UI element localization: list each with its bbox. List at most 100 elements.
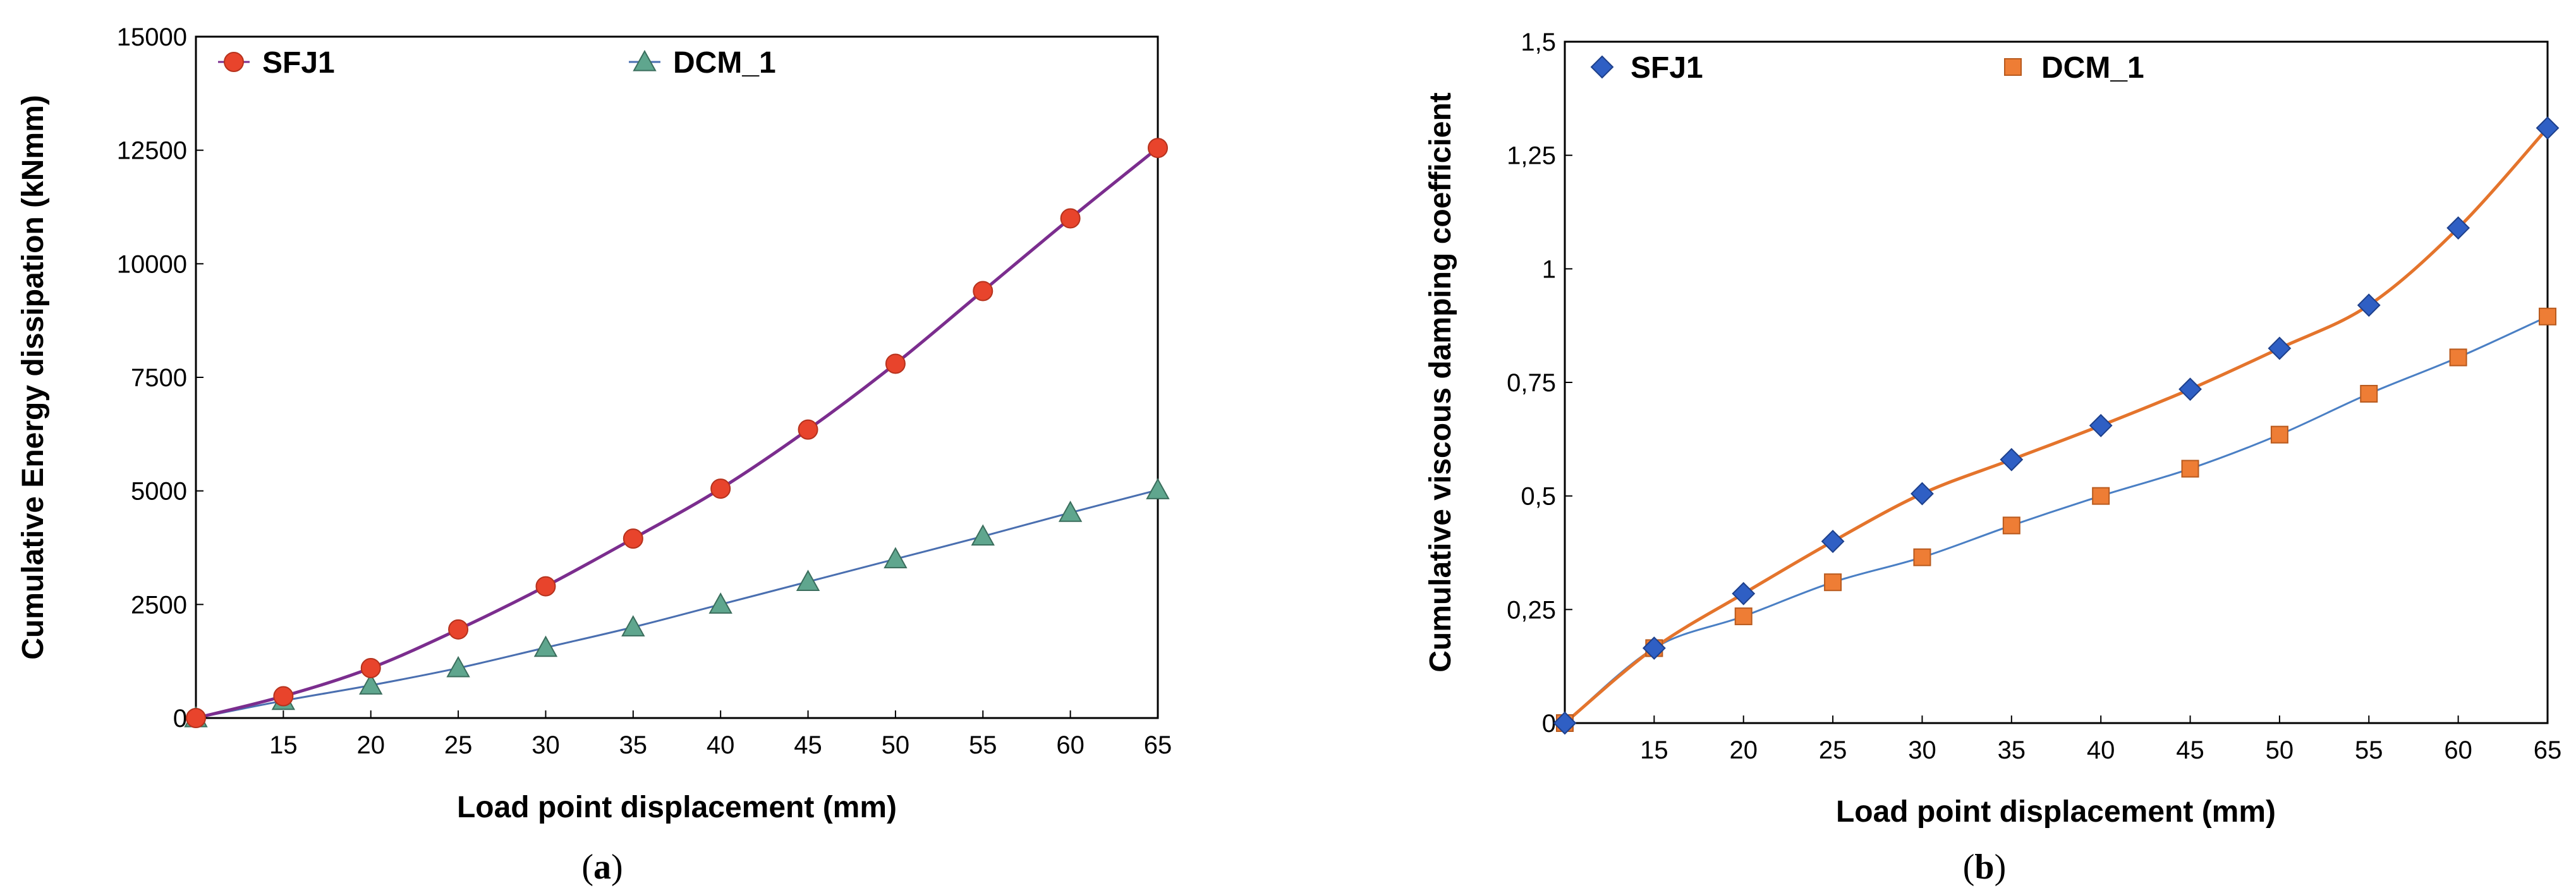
data-point-dcm-1 [2181, 460, 2199, 478]
series-line-dcm-1 [195, 489, 1158, 719]
y-tick-label: 15000 [117, 23, 187, 51]
x-tick-label: 45 [794, 731, 822, 759]
x-tick-label: 25 [1819, 736, 1847, 764]
legend-label-sfj1: SFJ1 [1631, 51, 1703, 85]
series-line-dcm-1 [1564, 315, 2548, 724]
y-tick-label: 0,25 [1507, 596, 1556, 624]
data-point-sfj1 [2089, 413, 2113, 437]
chart-b: 0 0,25 0,5 0,75 1 1,25 1,5 15 20 25 30 35 40 45 50 55 6… [1424, 28, 2561, 887]
y-tick-label: 12500 [117, 137, 187, 165]
x-tick-label: 50 [2266, 736, 2294, 764]
data-point-dcm-1 [2449, 348, 2467, 367]
caption-a: (a) [581, 848, 623, 887]
caption-letter-a: a [593, 848, 611, 887]
data-point-dcm-1 [2002, 516, 2020, 535]
data-point-sfj1 [448, 619, 469, 640]
data-point-sfj1 [273, 686, 294, 707]
x-tick-label: 55 [2355, 736, 2383, 764]
data-point-dcm-1 [884, 547, 908, 569]
chart-a: 0 2500 5000 7500 10000 12500 15000 15 20 25 30 35 4… [16, 23, 1172, 887]
data-point-dcm-1 [1146, 478, 1170, 499]
x-tick-label: 20 [1729, 736, 1758, 764]
data-point-sfj1 [885, 353, 906, 374]
data-point-sfj1 [798, 419, 818, 440]
y-tick-label: 0 [173, 705, 187, 733]
x-tick-label: 55 [969, 731, 997, 759]
y-axis-title-a: Cumulative Energy dissipation (kNmm) [16, 95, 50, 660]
data-point-dcm-1 [2360, 384, 2378, 403]
data-point-sfj1 [2178, 377, 2202, 401]
data-point-sfj1 [186, 708, 206, 728]
data-point-sfj1 [1732, 581, 1756, 606]
legend-marker-dcm-1 [2004, 58, 2022, 76]
data-point-dcm-1 [2092, 487, 2110, 505]
data-point-dcm-1 [1058, 501, 1083, 522]
x-tick-label: 65 [1144, 731, 1172, 759]
x-tick-label: 15 [1640, 736, 1668, 764]
x-tick-label: 15 [269, 731, 298, 759]
data-point-dcm-1 [1913, 548, 1931, 566]
data-point-sfj1 [2357, 293, 2381, 317]
plot-area-b [1564, 40, 2549, 724]
x-axis-title-b: Load point displacement (mm) [1836, 795, 2276, 829]
y-tick-label: 7500 [131, 364, 187, 392]
x-axis-ticks-b: 15 20 25 30 35 40 45 50 55 60 65 [1640, 715, 2561, 764]
data-point-dcm-1 [446, 655, 470, 678]
data-point-sfj1 [1553, 711, 1577, 735]
data-point-dcm-1 [971, 524, 995, 546]
legend-label-sfj1: SFJ1 [262, 46, 335, 80]
data-point-dcm-1 [533, 635, 558, 657]
y-axis-ticks-a: 0 2500 5000 7500 10000 12500 15000 [117, 23, 204, 733]
legend-b: SFJ1 DCM_1 [1590, 51, 2144, 85]
series-line-sfj1 [1564, 126, 2549, 724]
data-point-sfj1 [535, 576, 556, 597]
data-point-sfj1 [2268, 336, 2292, 360]
legend-label-dcm-1: DCM_1 [673, 46, 776, 80]
data-point-sfj1 [623, 528, 643, 549]
y-tick-label: 1 [1542, 255, 1556, 283]
x-tick-label: 20 [356, 731, 385, 759]
x-tick-label: 35 [1998, 736, 2026, 764]
x-tick-label: 40 [707, 731, 735, 759]
data-point-sfj1 [2000, 448, 2024, 472]
x-tick-label: 45 [2176, 736, 2204, 764]
data-point-sfj1 [1911, 482, 1934, 506]
data-point-sfj1 [2446, 216, 2470, 240]
data-point-sfj1 [1060, 208, 1081, 229]
data-point-dcm-1 [621, 615, 645, 636]
plot-area-a [195, 35, 1159, 719]
data-point-sfj1 [1821, 530, 1845, 553]
y-tick-label: 5000 [131, 478, 187, 506]
x-tick-label: 40 [2087, 736, 2115, 764]
legend-label-dcm-1: DCM_1 [2041, 51, 2144, 85]
y-tick-label: 0 [1542, 710, 1556, 738]
y-tick-label: 0,75 [1507, 369, 1556, 397]
data-point-dcm-1 [708, 592, 732, 614]
data-point-sfj1 [1642, 636, 1666, 660]
y-tick-label: 0,5 [1521, 483, 1556, 511]
y-tick-label: 1,25 [1507, 142, 1556, 170]
data-point-dcm-1 [796, 569, 820, 591]
legend-marker-dcm-1 [633, 49, 657, 71]
x-tick-label: 25 [444, 731, 473, 759]
data-point-dcm-1 [1734, 607, 1753, 626]
data-point-dcm-1 [2539, 307, 2556, 326]
y-axis-title-b: Cumulative viscous damping coefficient [1424, 92, 1457, 673]
series-a [184, 138, 1170, 728]
series-b [1553, 116, 2560, 735]
x-axis-title-a: Load point displacement (mm) [457, 791, 897, 824]
data-point-dcm-1 [359, 673, 383, 695]
x-tick-label: 30 [1908, 736, 1936, 764]
legend-a: SFJ1 DCM_1 [218, 46, 776, 80]
data-point-sfj1 [2536, 116, 2560, 140]
y-tick-label: 2500 [131, 591, 187, 619]
legend-marker-sfj1 [224, 52, 244, 72]
data-point-sfj1 [973, 281, 993, 301]
caption-b: (b) [1963, 848, 2006, 887]
x-tick-label: 60 [1056, 731, 1084, 759]
y-tick-label: 10000 [117, 250, 187, 278]
legend-marker-sfj1 [1590, 55, 1614, 79]
x-tick-label: 30 [532, 731, 560, 759]
x-axis-ticks-a: 15 20 25 30 35 40 45 50 55 60 65 [269, 710, 1172, 759]
